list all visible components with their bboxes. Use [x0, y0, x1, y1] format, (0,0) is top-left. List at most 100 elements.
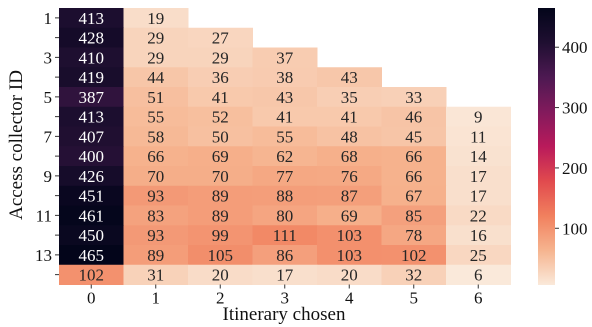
cell-value-label: 76	[341, 167, 358, 186]
heatmap-cell	[59, 126, 124, 147]
heatmap-cell	[252, 67, 318, 88]
cell-value-label: 87	[341, 187, 359, 206]
x-tick-label: 6	[474, 289, 483, 308]
colorbar-tick-label: 400	[562, 38, 588, 57]
heatmap-cell	[446, 126, 511, 147]
heatmap-cell	[123, 47, 189, 68]
heatmap-cell	[59, 166, 124, 187]
heatmap-cell	[188, 185, 253, 206]
cell-value-label: 33	[405, 88, 422, 107]
heatmap-cell	[123, 87, 189, 108]
y-tick-label: 5	[44, 88, 53, 107]
heatmap-cell	[188, 87, 253, 108]
cell-value-label: 428	[79, 29, 105, 48]
heatmap-cell	[59, 8, 124, 29]
heatmap-cell	[317, 225, 382, 246]
cell-value-label: 69	[212, 147, 229, 166]
cell-value-label: 69	[341, 206, 358, 225]
cell-value-label: 55	[147, 108, 164, 127]
cell-value-label: 410	[79, 48, 105, 67]
heatmap-cell	[59, 245, 124, 266]
cell-value-label: 62	[276, 147, 293, 166]
y-tick-label: 11	[36, 206, 52, 225]
x-tick-label: 0	[87, 289, 96, 308]
colorbar-tick-label: 300	[562, 99, 588, 118]
cell-value-label: 70	[212, 167, 229, 186]
cell-value-label: 93	[147, 226, 164, 245]
cell-value-label: 17	[470, 167, 488, 186]
heatmap-cell	[123, 245, 189, 266]
cell-value-label: 419	[79, 68, 105, 87]
heatmap-cell	[381, 87, 447, 108]
cell-value-label: 43	[276, 88, 293, 107]
heatmap-cell	[188, 47, 253, 68]
cell-value-label: 102	[79, 266, 105, 285]
cell-value-label: 46	[405, 108, 422, 127]
heatmap-cell	[59, 87, 124, 108]
colorbar-tick-label: 100	[562, 219, 588, 238]
colorbar-ticks: 100 200 300 400	[555, 38, 588, 238]
heatmap-cell	[381, 166, 447, 187]
cell-value-label: 22	[470, 206, 487, 225]
heatmap-cell	[59, 67, 124, 88]
heatmap-cell	[188, 126, 253, 147]
heatmap-cell	[123, 264, 189, 285]
heatmap-cell	[252, 205, 318, 226]
heatmap-cell	[123, 27, 189, 48]
heatmap-cell	[59, 264, 124, 285]
heatmap-cell	[317, 245, 382, 266]
heatmap-cell	[381, 106, 447, 127]
cell-value-label: 407	[79, 127, 105, 146]
heatmap-cell	[317, 146, 382, 167]
cell-value-label: 89	[212, 206, 229, 225]
cell-value-label: 387	[79, 88, 105, 107]
heatmap-cell	[317, 126, 382, 147]
cell-value-label: 19	[147, 9, 164, 28]
cell-value-label: 111	[273, 226, 297, 245]
heatmap-cell	[446, 185, 511, 206]
heatmap-cell	[188, 166, 253, 187]
cell-value-label: 43	[341, 68, 358, 87]
cell-value-label: 29	[212, 48, 229, 67]
y-tick-label: 3	[44, 48, 53, 67]
colorbar	[538, 8, 555, 285]
cell-value-label: 86	[276, 246, 293, 265]
heatmap-cell	[252, 87, 318, 108]
cell-value-label: 32	[405, 266, 422, 285]
cell-value-label: 103	[337, 246, 363, 265]
heatmap-cell	[123, 126, 189, 147]
heatmap-cell	[317, 205, 382, 226]
cell-value-label: 29	[147, 29, 164, 48]
cell-value-label: 52	[212, 108, 229, 127]
cell-value-label: 41	[212, 88, 229, 107]
cell-value-label: 68	[341, 147, 358, 166]
heatmap-cell	[188, 67, 253, 88]
cell-value-label: 16	[470, 226, 487, 245]
heatmap-cell	[317, 264, 382, 285]
heatmap-cell	[252, 264, 318, 285]
heatmap-cell	[446, 225, 511, 246]
cell-value-label: 70	[147, 167, 164, 186]
heatmap-cell	[188, 264, 253, 285]
cell-value-label: 20	[341, 266, 358, 285]
heatmap-cell	[446, 245, 511, 266]
heatmap-cell	[188, 27, 253, 48]
heatmap-cell	[59, 106, 124, 127]
cell-value-label: 99	[212, 226, 229, 245]
cell-value-label: 77	[276, 167, 294, 186]
heatmap-cell	[59, 146, 124, 167]
cell-value-label: 6	[474, 266, 483, 285]
cell-value-label: 105	[208, 246, 234, 265]
cell-value-label: 93	[147, 187, 164, 206]
heatmap-cell	[123, 106, 189, 127]
cell-value-label: 20	[212, 266, 229, 285]
y-tick-label: 7	[44, 127, 53, 146]
heatmap-cell	[252, 47, 318, 68]
cell-value-label: 66	[405, 167, 422, 186]
heatmap-cell	[59, 47, 124, 68]
heatmap-cell	[59, 225, 124, 246]
heatmap-cell	[252, 106, 318, 127]
cell-value-label: 29	[147, 48, 164, 67]
cell-value-label: 48	[341, 127, 358, 146]
